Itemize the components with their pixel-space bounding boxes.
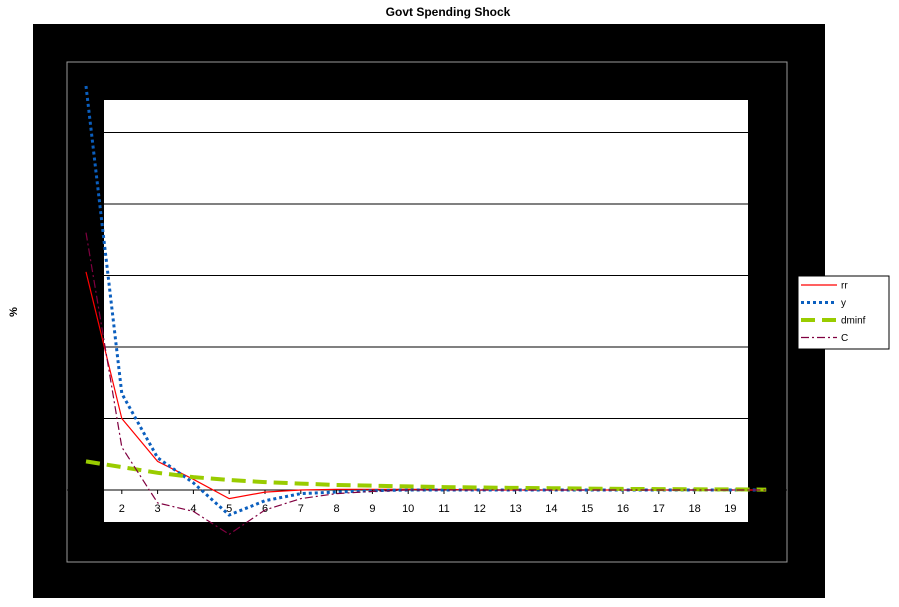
x-tick-label: 13 — [509, 503, 521, 515]
plot-area — [104, 100, 748, 522]
x-tick-label: 10 — [402, 503, 414, 515]
x-tick-label: 5 — [226, 503, 232, 515]
legend-label-C: C — [841, 333, 848, 344]
x-tick-label: 19 — [724, 503, 736, 515]
legend-label-dminf: dminf — [841, 316, 866, 327]
x-tick-label: 7 — [298, 503, 304, 515]
x-tick-label: 18 — [688, 503, 700, 515]
x-tick-label: 8 — [334, 503, 340, 515]
x-tick-label: 9 — [369, 503, 375, 515]
legend-box — [797, 275, 890, 350]
legend-label-y: y — [841, 298, 846, 309]
x-tick-label: 6 — [262, 503, 268, 515]
series-line-C — [85, 232, 767, 536]
series-lines — [84, 85, 767, 536]
x-tick-labels: 2 3 4 5 6 7 8 9 10 11 12 13 14 15 16 17 18 19 — [119, 490, 737, 515]
x-tick-label: 3 — [155, 503, 161, 515]
chart-area-border — [66, 61, 788, 563]
legend: rr y dminf C — [797, 275, 890, 350]
x-tick-label: 16 — [617, 503, 629, 515]
x-tick-label: 11 — [438, 503, 449, 515]
legend-label-rr: rr — [841, 281, 848, 292]
x-tick-label: 15 — [581, 503, 593, 515]
x-tick-label: 2 — [119, 503, 125, 515]
x-tick-label: 14 — [545, 503, 557, 515]
series-line-dminf — [85, 459, 767, 492]
x-tick-label: 17 — [653, 503, 665, 515]
chart-title: Govt Spending Shock — [386, 5, 511, 19]
y-axis-label: % — [8, 307, 20, 317]
x-tick-label: 4 — [190, 503, 196, 515]
x-tick-label: 12 — [474, 503, 486, 515]
